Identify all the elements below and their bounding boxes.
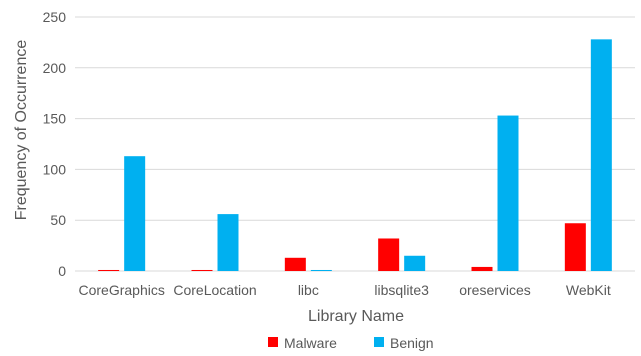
- bar-benign-webkit: [590, 39, 612, 271]
- y-tick-label: 150: [43, 111, 67, 127]
- bar-benign-corelocation: [217, 214, 239, 271]
- bar-malware-libc: [284, 257, 306, 271]
- x-axis-title: Library Name: [308, 308, 404, 325]
- y-tick-label: 50: [50, 212, 66, 228]
- bar-malware-coregraphics: [98, 269, 120, 271]
- legend: Malware Benign: [268, 335, 434, 351]
- bar-malware-corelocation: [191, 269, 213, 271]
- gridlines: [75, 16, 635, 272]
- legend-swatch-benign: [374, 337, 384, 347]
- y-axis-ticks: 0 50 100 150 200 250: [43, 9, 67, 279]
- x-tick-label: CoreGraphics: [78, 282, 164, 298]
- bar-benign-coregraphics: [124, 156, 146, 271]
- y-axis-title: Frequency of Occurrence: [13, 40, 30, 221]
- legend-label-benign: Benign: [390, 335, 434, 351]
- x-tick-label: WebKit: [566, 282, 611, 298]
- bar-malware-oreservices: [471, 266, 493, 271]
- x-tick-label: libsqlite3: [374, 282, 429, 298]
- y-tick-label: 250: [43, 9, 67, 25]
- y-tick-label: 100: [43, 161, 67, 177]
- legend-label-malware: Malware: [284, 335, 337, 351]
- bar-malware-libsqlite3: [378, 238, 400, 271]
- bar-benign-libc: [310, 269, 332, 271]
- x-tick-label: oreservices: [459, 282, 531, 298]
- legend-swatch-malware: [268, 337, 278, 347]
- x-tick-label: CoreLocation: [173, 282, 256, 298]
- bar-malware-webkit: [564, 223, 586, 271]
- bar-benign-libsqlite3: [404, 255, 426, 271]
- x-axis-ticks: CoreGraphics CoreLocation libc libsqlite3 or…: [78, 282, 610, 298]
- y-tick-label: 0: [58, 263, 66, 279]
- bars: [98, 39, 612, 271]
- bar-benign-oreservices: [497, 115, 519, 271]
- y-tick-label: 200: [43, 60, 67, 76]
- x-tick-label: libc: [298, 282, 319, 298]
